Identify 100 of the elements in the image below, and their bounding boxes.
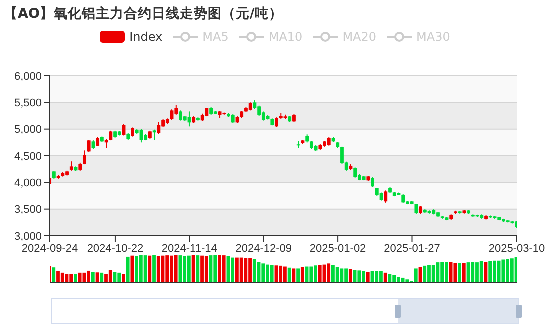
legend-label: Index [130,30,163,44]
bar [118,272,122,283]
bar [488,261,492,283]
bar [310,266,314,283]
bar [122,274,126,283]
bar [288,268,292,283]
candlestick [275,117,278,128]
y-tick-label: 4,500 [14,150,42,163]
bar [366,272,370,283]
candlestick [371,176,374,188]
bar [432,265,436,283]
bar [414,268,418,283]
x-tick-label: 2025-03-10 [488,242,546,255]
bar [440,262,444,283]
bar [388,274,392,283]
candlestick [83,150,86,166]
x-tick-label: 2025-01-02 [310,242,366,255]
bar [270,265,274,283]
candlestick [402,194,406,204]
bar [358,270,362,283]
x-tick-label: 2024-12-09 [236,242,292,255]
bar [187,256,191,283]
bar [82,272,86,283]
bar [396,277,400,283]
bar [375,271,379,283]
candlestick [296,140,300,149]
bar [444,262,448,283]
bar [340,268,344,283]
candlestick [109,130,113,142]
bar [300,267,304,283]
bar [126,256,130,283]
bar [252,259,256,283]
bar [204,256,208,283]
candlestick [96,136,100,147]
bar [135,256,139,283]
bar [60,272,64,283]
bar [454,263,458,283]
bar [52,268,56,283]
candlestick [170,109,174,121]
y-tick-label: 5,500 [14,98,42,110]
bar [462,263,466,283]
bar [148,256,152,283]
bar [327,264,331,283]
bar [196,256,200,283]
candlestick [414,204,418,215]
bar [502,260,506,283]
bar [244,258,248,283]
candlestick [174,104,178,116]
candlestick [384,190,388,204]
bar [240,258,244,283]
chart-title: 【AO】氧化铝主力合约日线走势图（元/吨） [4,5,283,23]
candlestick [70,161,74,172]
bar [91,272,95,283]
bar [166,256,170,283]
bar [74,274,78,283]
bar [183,256,187,283]
y-tick-label: 3,000 [14,230,42,243]
candlestick [87,140,91,153]
bar [514,257,517,283]
candlestick [354,167,358,178]
bar [336,267,340,283]
candlestick [157,122,161,135]
bar [152,255,156,283]
bar [423,266,427,283]
bar [296,268,300,283]
bar [292,268,296,283]
bar [78,272,82,283]
bar [108,270,112,283]
y-tick-label: 6,000 [14,70,42,83]
bar [318,265,322,283]
x-tick-label: 2024-11-14 [162,242,218,255]
bar [449,262,453,283]
x-tick-label: 2024-10-22 [87,242,144,255]
bar [222,256,226,283]
bar [480,261,484,283]
y-tick-label: 5,000 [14,124,42,136]
bar [348,269,352,283]
bar [174,255,178,283]
bar [156,256,160,283]
x-tick-label: 2024-09-24 [22,242,78,255]
bar [384,272,388,283]
bar [214,255,218,283]
bar [231,258,235,283]
bar [262,264,266,283]
bar [458,263,462,283]
bar [510,258,514,283]
bar [70,274,74,283]
candlestick [152,129,156,140]
bar [471,262,475,283]
y-tick-label: 4,000 [14,178,42,190]
x-tick-label: 2025-01-27 [384,242,440,255]
bar [497,260,501,283]
bar [279,266,283,283]
bar [406,280,410,283]
bar [130,256,134,283]
candlestick [131,127,134,138]
bar [100,272,104,283]
candlestick [231,114,235,124]
bar [139,255,143,283]
y-tick-label: 3,500 [14,204,42,216]
